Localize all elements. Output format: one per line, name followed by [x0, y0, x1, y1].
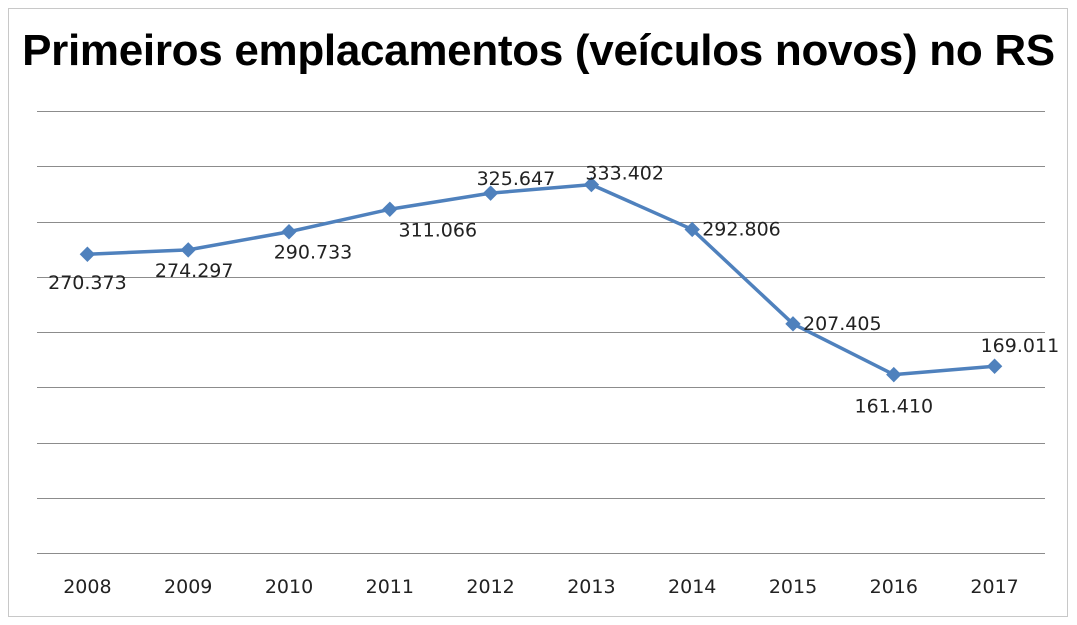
data-point-marker [180, 242, 196, 258]
data-label: 292.806 [702, 218, 781, 240]
data-markers [79, 176, 1003, 383]
series-line-group [87, 182, 995, 377]
data-point-marker [986, 358, 1003, 374]
data-point-marker [382, 201, 398, 217]
x-tick-label: 2015 [769, 576, 817, 598]
x-axis-ticks: 2008 2009 2010 2011 2012 2013 2014 2015 2016 2017 [63, 576, 1019, 598]
data-label: 274.297 [155, 260, 234, 282]
x-tick-label: 2011 [366, 576, 414, 598]
data-point-marker [281, 224, 297, 240]
data-point-marker [785, 316, 801, 332]
data-point-marker [79, 246, 96, 262]
data-point-marker [482, 185, 499, 201]
x-tick-label: 2009 [164, 576, 212, 598]
data-label: 169.011 [981, 335, 1060, 357]
data-label: 207.405 [803, 313, 882, 335]
chart-frame [8, 8, 1068, 617]
gridlines [37, 111, 1045, 554]
data-label: 290.733 [274, 242, 353, 264]
data-label: 270.373 [48, 272, 127, 294]
series-line [87, 182, 995, 377]
x-tick-label: 2017 [970, 576, 1018, 598]
chart-title: Primeiros emplacamentos (veículos novos)… [22, 26, 1055, 75]
data-point-marker [684, 221, 700, 238]
x-tick-label: 2014 [668, 576, 716, 598]
data-label: 325.647 [477, 168, 556, 190]
data-point-marker [583, 176, 600, 193]
x-tick-label: 2012 [466, 576, 514, 598]
x-tick-label: 2008 [63, 576, 111, 598]
x-tick-label: 2010 [265, 576, 313, 598]
data-point-marker [886, 366, 902, 383]
data-label: 311.066 [399, 219, 478, 241]
data-label: 161.410 [855, 396, 934, 418]
x-tick-label: 2013 [567, 576, 615, 598]
data-labels: 270.373 274.297 290.733 311.066 325.647 333.4… [48, 163, 1059, 418]
data-label: 333.402 [585, 163, 664, 185]
x-tick-label: 2016 [870, 576, 918, 598]
